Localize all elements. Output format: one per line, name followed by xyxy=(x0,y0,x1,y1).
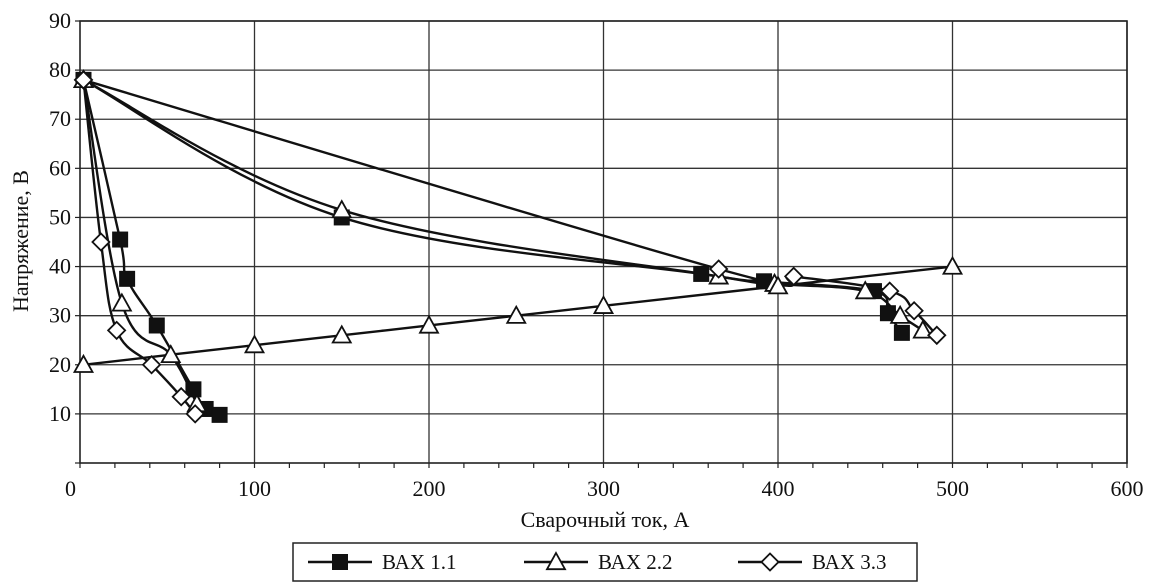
legend-item-3: ВАХ 3.3 xyxy=(738,550,887,574)
y-tick-label: 70 xyxy=(49,106,71,131)
x-tick-label: 500 xyxy=(936,476,969,501)
legend-marker xyxy=(545,551,567,571)
series-2-point xyxy=(889,304,911,324)
series-2-point xyxy=(941,255,964,275)
series-1-point xyxy=(211,406,228,423)
series-3-point xyxy=(708,259,729,279)
y-tick-label: 60 xyxy=(49,155,71,180)
series-1-point xyxy=(148,317,165,334)
x-tick-label: 400 xyxy=(762,476,795,501)
series-3-point xyxy=(171,386,191,407)
legend-item-1: ВАХ 1.1 xyxy=(308,550,457,574)
series-3-point xyxy=(783,266,804,287)
y-tick-label: 90 xyxy=(49,8,71,33)
grid-lines xyxy=(80,20,1128,463)
legend-box xyxy=(292,542,918,582)
series-1-point xyxy=(112,231,129,248)
series-markers xyxy=(72,69,964,424)
y-tick-label: 40 xyxy=(49,254,71,279)
x-tick-label: 200 xyxy=(413,476,446,501)
series-2-point xyxy=(767,275,789,295)
series-3-line xyxy=(83,78,938,337)
series-2-point xyxy=(160,344,182,364)
x-tick-label: 100 xyxy=(238,476,271,501)
series-3-point xyxy=(927,325,947,346)
series-2-point xyxy=(505,304,527,324)
series-3-point xyxy=(73,70,94,90)
legend: ВАХ 1.1 ВАХ 2.2 ВАХ 3.3 xyxy=(292,542,918,582)
y-tick-label: 10 xyxy=(49,401,71,426)
series-2-point xyxy=(854,280,876,300)
series-3-point xyxy=(879,281,900,301)
series-1-point xyxy=(879,305,896,322)
legend-marker xyxy=(760,552,780,572)
series-2-point xyxy=(243,334,266,354)
series-2-point xyxy=(111,292,133,312)
y-tick-label: 80 xyxy=(49,57,71,82)
series-3-point xyxy=(91,232,111,252)
y-axis-title: Напряжение, В xyxy=(8,170,33,312)
series-2-line xyxy=(82,78,924,332)
series-1-point xyxy=(185,381,202,398)
series-2-point xyxy=(418,314,440,334)
legend-label: ВАХ 2.2 xyxy=(598,550,673,574)
series-1-point xyxy=(119,270,136,287)
legend-marker xyxy=(332,554,348,570)
legend-item-2: ВАХ 2.2 xyxy=(524,550,673,574)
x-axis-title: Сварочный ток, А xyxy=(521,507,690,532)
series-2-point xyxy=(592,294,615,314)
axes xyxy=(75,20,1128,468)
x-tick-labels: 0 100 200 300 400 500 600 xyxy=(65,476,1144,501)
series-3-point xyxy=(141,355,162,375)
series-2-point xyxy=(72,353,95,373)
series-3-point xyxy=(904,300,924,321)
legend-label: ВАХ 3.3 xyxy=(812,550,887,574)
y-tick-labels: 10 20 30 40 50 60 70 80 90 xyxy=(49,8,71,426)
series-2-line xyxy=(82,79,198,405)
legend-label: ВАХ 1.1 xyxy=(382,550,457,574)
series-1-point xyxy=(893,324,910,341)
series-1-point xyxy=(693,265,710,282)
series-2-point xyxy=(912,319,934,339)
x-tick-label: 600 xyxy=(1111,476,1144,501)
y-tick-label: 30 xyxy=(49,303,71,328)
series-3-point xyxy=(106,320,127,341)
series-2-point xyxy=(331,324,353,344)
y-tick-label: 20 xyxy=(49,352,71,377)
x-tick-label: 0 xyxy=(65,476,76,501)
series-3-point xyxy=(185,404,205,424)
y-tick-label: 50 xyxy=(49,204,71,229)
series-2-point xyxy=(331,199,353,219)
x-tick-label: 300 xyxy=(587,476,620,501)
